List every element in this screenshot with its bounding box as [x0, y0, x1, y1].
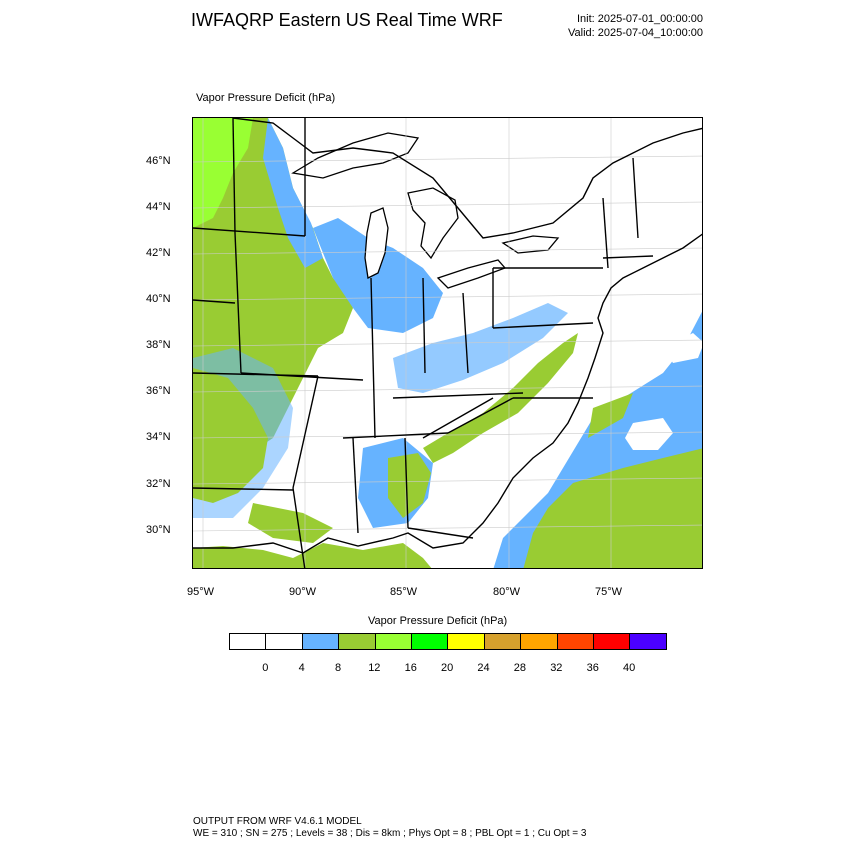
legend-swatch: [629, 633, 667, 650]
plot-title: IWFAQRP Eastern US Real Time WRF: [191, 10, 503, 30]
legend-value: 24: [477, 662, 490, 674]
legend-swatch: [483, 633, 522, 650]
init-time: Init: 2025-07-01_00:00:00: [577, 13, 703, 25]
legend-title: Vapor Pressure Deficit (hPa): [368, 615, 508, 627]
legend-value: 4: [298, 662, 305, 674]
graticule: [193, 118, 702, 568]
lon-label: 85°W: [390, 586, 418, 598]
legend-value: 8: [335, 662, 342, 674]
vpd-alabama-green: [388, 453, 431, 518]
lat-label: 32°N: [146, 478, 171, 490]
legend-swatch: [556, 633, 594, 650]
vpd-louisiana-green: [248, 503, 333, 543]
lat-label: 44°N: [146, 201, 171, 213]
legend-swatch: [265, 633, 303, 650]
legend-value: 16: [404, 662, 417, 674]
valid-time: Valid: 2025-07-04_10:00:00: [568, 27, 703, 39]
legend-swatch: [520, 633, 558, 650]
legend-swatch: [593, 633, 631, 650]
canada-border: [232, 118, 702, 239]
atlantic-white-patch: [625, 418, 673, 450]
lon-label: 75°W: [595, 586, 623, 598]
legend-value: 28: [513, 662, 527, 674]
lat-label: 42°N: [146, 247, 171, 259]
map-canvas: [193, 118, 702, 568]
legend-swatch: [301, 633, 340, 650]
vpd-map: [192, 117, 703, 569]
vpd-ozarks-green: [193, 368, 268, 503]
lat-label: 46°N: [146, 155, 171, 167]
legend-value: 36: [586, 662, 599, 674]
state-borders: [193, 118, 654, 568]
legend-swatch: [229, 633, 267, 650]
footer-model: OUTPUT FROM WRF V4.6.1 MODEL: [193, 816, 362, 827]
lake-ontario: [501, 235, 560, 254]
field-label: Vapor Pressure Deficit (hPa): [196, 92, 336, 104]
lake-michigan: [364, 207, 389, 279]
legend-value: 40: [623, 662, 636, 674]
lon-label: 95°W: [187, 586, 215, 598]
atlantic-green-north: [588, 393, 633, 438]
legend-value: 12: [368, 662, 381, 674]
legend-swatch: [338, 633, 376, 650]
footer-config: WE = 310 ; SN = 275 ; Levels = 38 ; Dis …: [193, 828, 587, 839]
coastline: [193, 233, 702, 554]
vpd-appalachian-blue: [393, 303, 568, 393]
atlantic-white-patch-2: [663, 333, 702, 363]
lat-label: 40°N: [146, 293, 171, 305]
legend-value: 20: [441, 662, 454, 674]
lon-label: 90°W: [289, 586, 317, 598]
lat-label: 30°N: [146, 524, 171, 536]
vpd-appalachian-green: [423, 333, 578, 463]
lat-label: 36°N: [146, 385, 171, 397]
gulf-water: [193, 543, 432, 568]
legend-swatch: [447, 633, 485, 650]
legend-swatch: [411, 633, 449, 650]
lat-label: 38°N: [146, 339, 171, 351]
vpd-west-blue: [263, 118, 323, 268]
vpd-midwest-blue: [313, 218, 443, 333]
legend-value: 0: [262, 662, 269, 674]
vpd-west-bright: [193, 118, 253, 228]
legend-value: 32: [550, 662, 563, 674]
lon-label: 80°W: [493, 586, 521, 598]
legend-swatch: [374, 633, 412, 650]
lat-label: 34°N: [146, 431, 171, 443]
